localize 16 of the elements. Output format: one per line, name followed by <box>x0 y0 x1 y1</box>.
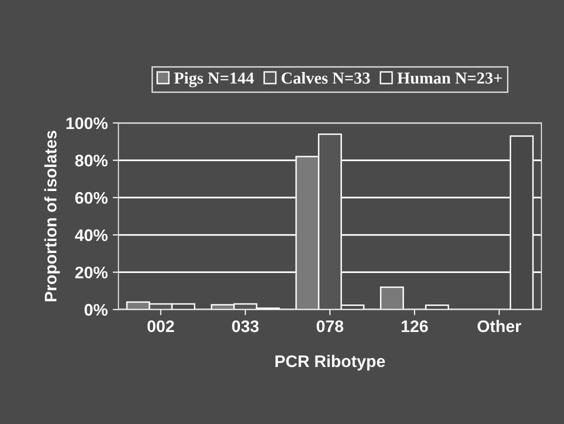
x-axis-title: PCR Ribotype <box>276 354 385 370</box>
x-tick-label: 002 <box>147 320 174 332</box>
y-axis-title: Proportion of isolates <box>44 130 60 302</box>
x-tick-label: 126 <box>402 320 428 332</box>
y-tick-label: 40% <box>74 229 108 242</box>
y-tick-label: 20% <box>75 266 108 278</box>
x-tick-label: Other <box>478 320 522 332</box>
x-tick-label: 078 <box>316 320 344 332</box>
y-tick-label: 60% <box>75 192 108 204</box>
x-tick-label: 033 <box>232 320 259 332</box>
legend-label: Pigs N=144 <box>174 72 254 88</box>
legend-label: Human N=23+ <box>397 72 502 84</box>
y-tick-label: 100% <box>66 117 108 130</box>
y-tick-label: 0% <box>84 304 108 316</box>
legend-label: Calves N=33 <box>282 72 370 84</box>
y-tick-label: 80% <box>75 154 108 166</box>
